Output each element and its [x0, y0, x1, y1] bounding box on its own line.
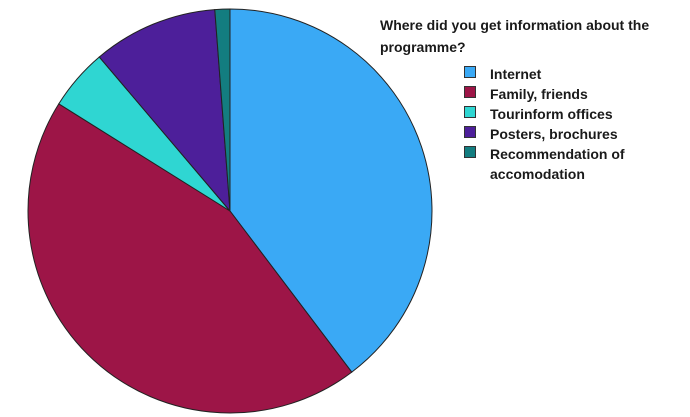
legend-swatch-recommendation — [464, 146, 476, 158]
pie-slice-recommendation-of-accomodation — [214, 8, 231, 212]
legend-swatch-internet — [464, 66, 476, 78]
legend: Internet Family, friends Tourinform offi… — [462, 64, 687, 184]
chart-title: Where did you get information about the … — [380, 17, 650, 55]
legend-label-internet: Internet — [490, 66, 542, 82]
legend-item-posters-brochures: Posters, brochures — [462, 124, 687, 144]
legend-label-posters-brochures: Posters, brochures — [490, 126, 618, 142]
legend-swatch-family-friends — [464, 86, 476, 98]
legend-item-tourinform-offices: Tourinform offices — [462, 104, 687, 124]
legend-label-family-friends: Family, friends — [490, 86, 588, 102]
legend-item-family-friends: Family, friends — [462, 84, 687, 104]
legend-swatch-tourinform-offices — [464, 106, 476, 118]
legend-label-recommendation: Recommendation of accomodation — [490, 146, 625, 182]
legend-item-recommendation: Recommendation of accomodation — [462, 144, 687, 184]
legend-label-tourinform-offices: Tourinform offices — [490, 106, 613, 122]
pie-slice-family-friends — [27, 103, 353, 414]
pie-slice-internet — [229, 8, 433, 373]
legend-swatch-posters-brochures — [464, 126, 476, 138]
legend-item-internet: Internet — [462, 64, 687, 84]
pie-slice-posters-brochures — [98, 9, 231, 213]
